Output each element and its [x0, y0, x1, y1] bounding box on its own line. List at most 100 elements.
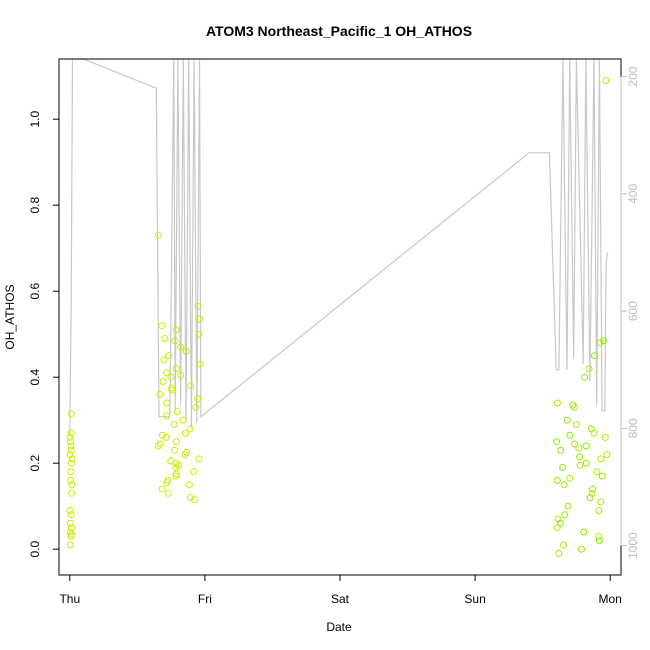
y-tick-label: 0.0 — [28, 541, 42, 558]
data-point — [185, 481, 193, 489]
data-point — [156, 440, 164, 448]
data-point — [194, 302, 202, 310]
data-point — [597, 455, 605, 463]
data-point — [182, 347, 190, 355]
data-point — [591, 352, 598, 360]
y-tick-label: 0.6 — [28, 283, 42, 300]
data-point — [593, 468, 601, 476]
data-point — [563, 416, 571, 424]
y-tick-label: 0.4 — [28, 369, 42, 386]
data-point — [600, 337, 608, 345]
data-point — [195, 330, 203, 338]
data-point — [66, 451, 74, 459]
data-point — [588, 489, 596, 497]
y-axis: 0.0 0.2 0.4 0.6 0.8 1.0 — [28, 111, 60, 558]
data-point — [575, 444, 583, 452]
chart-title: ATOM3 Northeast_Pacific_1 OH_ATHOS — [206, 23, 472, 39]
data-point — [154, 442, 162, 450]
x-tick-label: Thu — [59, 592, 80, 606]
y-right-tick-label: 600 — [626, 301, 640, 321]
data-point — [161, 335, 169, 342]
data-point — [571, 403, 578, 411]
data-point — [66, 507, 74, 514]
data-point — [167, 373, 175, 381]
data-point — [170, 421, 178, 428]
data-point — [194, 395, 202, 403]
x-tick-label: Mon — [599, 592, 622, 606]
data-point — [566, 474, 574, 482]
data-point — [172, 365, 180, 373]
data-point — [168, 386, 176, 394]
data-point — [68, 489, 76, 497]
data-point — [590, 429, 598, 437]
data-point — [576, 453, 584, 461]
data-point — [191, 496, 198, 504]
x-tick-label: Fri — [198, 592, 212, 606]
y-axis-label: OH_ATHOS — [3, 284, 17, 349]
data-point — [578, 545, 585, 553]
data-point — [163, 369, 171, 377]
data-point — [585, 365, 593, 373]
data-point — [196, 360, 204, 368]
data-point — [158, 431, 166, 439]
data-point — [187, 382, 195, 390]
data-point — [566, 431, 574, 439]
data-point — [67, 442, 75, 450]
data-point — [571, 440, 579, 448]
data-point — [179, 416, 187, 424]
data-point — [163, 399, 171, 407]
data-point — [156, 390, 164, 398]
data-point — [160, 356, 168, 364]
data-point — [576, 461, 584, 469]
data-point — [172, 438, 180, 446]
data-point — [164, 489, 172, 497]
data-point — [66, 433, 74, 441]
data-point — [66, 519, 74, 527]
data-point — [171, 446, 179, 454]
scatter-points-layer — [66, 77, 611, 557]
data-point — [67, 530, 75, 538]
data-point — [196, 315, 203, 323]
data-point — [596, 339, 604, 347]
pressure-line-layer — [69, 58, 609, 435]
data-point — [68, 481, 76, 489]
data-point — [67, 532, 75, 540]
data-point — [67, 468, 75, 476]
data-point — [555, 550, 563, 557]
data-point — [586, 494, 594, 502]
data-point — [560, 541, 568, 549]
data-point — [186, 494, 194, 502]
data-point — [580, 528, 588, 536]
data-point — [602, 77, 610, 84]
data-point — [190, 468, 198, 476]
data-point — [595, 507, 603, 514]
data-point — [595, 532, 603, 540]
data-point — [177, 371, 185, 379]
data-point — [561, 511, 569, 519]
data-point — [67, 459, 75, 467]
data-point — [582, 442, 590, 450]
y-right-tick-label: 400 — [626, 184, 640, 204]
data-point — [177, 343, 185, 351]
data-point — [597, 498, 605, 506]
data-point — [172, 326, 180, 334]
data-point — [158, 322, 166, 330]
data-point — [162, 433, 170, 441]
data-point — [67, 429, 75, 437]
data-point — [163, 412, 171, 420]
x-tick-label: Sun — [464, 592, 485, 606]
data-point — [181, 429, 189, 437]
x-tick-label: Sat — [331, 592, 350, 606]
data-point — [68, 455, 76, 463]
data-point — [553, 438, 560, 446]
x-axis-label: Date — [326, 620, 352, 634]
y-tick-label: 1.0 — [28, 111, 42, 128]
data-point — [172, 472, 180, 480]
data-point — [564, 502, 572, 510]
y-tick-label: 0.2 — [28, 455, 42, 472]
data-point — [603, 451, 611, 459]
data-point — [173, 408, 181, 416]
data-point — [595, 537, 603, 545]
